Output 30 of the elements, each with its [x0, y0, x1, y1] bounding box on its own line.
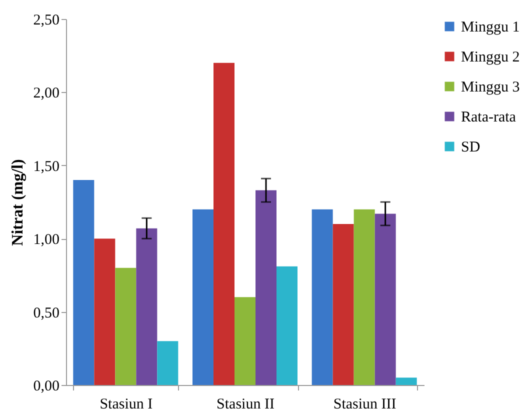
bar — [276, 266, 298, 385]
bar — [234, 297, 256, 385]
x-tick-label: Stasiun II — [216, 396, 274, 412]
y-tick-label: 0,00 — [33, 378, 60, 394]
legend-label: Minggu 1 — [461, 20, 520, 36]
bar — [94, 238, 116, 385]
legend-label: Minggu 2 — [461, 50, 520, 66]
y-tick-label: 2,50 — [33, 12, 60, 28]
bar — [213, 62, 234, 385]
bar — [396, 378, 417, 385]
bar — [157, 341, 178, 385]
bar — [312, 209, 333, 385]
bar — [73, 180, 94, 385]
y-axis-title: Nitrat (mg/l) — [9, 159, 26, 246]
bar — [256, 190, 277, 385]
bar — [354, 209, 375, 385]
bar — [115, 268, 136, 385]
y-tick-label: 1,00 — [33, 232, 60, 248]
legend-label: Minggu 3 — [461, 80, 520, 96]
bar — [374, 214, 396, 385]
legend-label: Rata-rata — [461, 110, 516, 126]
y-tick-label: 0,50 — [33, 305, 60, 322]
y-tick-label: 1,50 — [33, 158, 60, 175]
bar — [192, 209, 214, 385]
legend-label: SD — [461, 140, 480, 156]
bar — [332, 224, 354, 385]
bar — [136, 228, 158, 385]
x-tick-label: Stasiun III — [333, 396, 396, 412]
y-tick-label: 2,00 — [33, 86, 60, 102]
x-tick-label: Stasiun I — [100, 396, 153, 412]
